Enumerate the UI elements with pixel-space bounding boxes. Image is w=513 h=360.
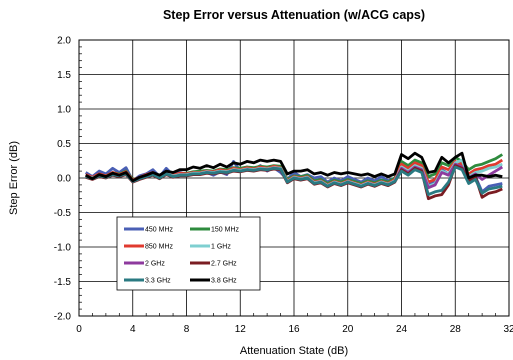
- axis-ticks: 2.0 1.5 1.0 0.5 0.0 -0.5 -1.0 -1.5 -2.0 0 4 8 12 16 20…: [54, 36, 513, 336]
- y-tick-label: 2.0: [57, 36, 71, 47]
- series-line-3-8-ghz: [85, 151, 503, 183]
- series-line-3-3-ghz: [85, 165, 503, 197]
- x-tick-label: 28: [450, 324, 462, 335]
- y-tick-label: 0.0: [57, 174, 71, 185]
- series-lines: [84, 151, 504, 201]
- x-tick-label: 12: [235, 324, 247, 335]
- y-tick-label: -2.0: [54, 312, 72, 323]
- legend-label: 2.7 GHz: [211, 261, 237, 268]
- x-tick-label: 0: [76, 324, 82, 335]
- y-axis-label: Step Error (dB): [8, 141, 20, 215]
- legend-label: 3.8 GHz: [211, 278, 237, 285]
- x-tick-label: 20: [342, 324, 354, 335]
- legend-label: 1 GHz: [211, 244, 231, 251]
- y-tick-label: -1.5: [54, 277, 72, 288]
- legend-label: 850 MHz: [145, 244, 174, 251]
- legend: 450 MHz 150 MHz 850 MHz 1 GHz 2 GHz 2.7 GHz 3.…: [116, 216, 261, 291]
- y-tick-label: 0.5: [57, 139, 71, 150]
- y-tick-label: 1.0: [57, 105, 71, 116]
- x-tick-label: 8: [184, 324, 190, 335]
- legend-label: 2 GHz: [145, 261, 165, 268]
- legend-label: 450 MHz: [145, 227, 174, 234]
- y-tick-label: -0.5: [54, 208, 72, 219]
- x-tick-label: 32: [503, 324, 513, 335]
- x-tick-label: 4: [130, 324, 136, 335]
- chart-title: Step Error versus Attenuation (w/ACG cap…: [163, 8, 425, 22]
- plot-frame: [78, 39, 510, 317]
- legend-label: 3.3 GHz: [145, 278, 171, 285]
- x-tick-label: 16: [288, 324, 300, 335]
- y-tick-label: 1.5: [57, 70, 71, 81]
- legend-label: 150 MHz: [211, 227, 240, 234]
- x-tick-label: 24: [396, 324, 408, 335]
- x-axis-label: Attenuation State (dB): [240, 345, 348, 357]
- y-tick-label: -1.0: [54, 243, 72, 254]
